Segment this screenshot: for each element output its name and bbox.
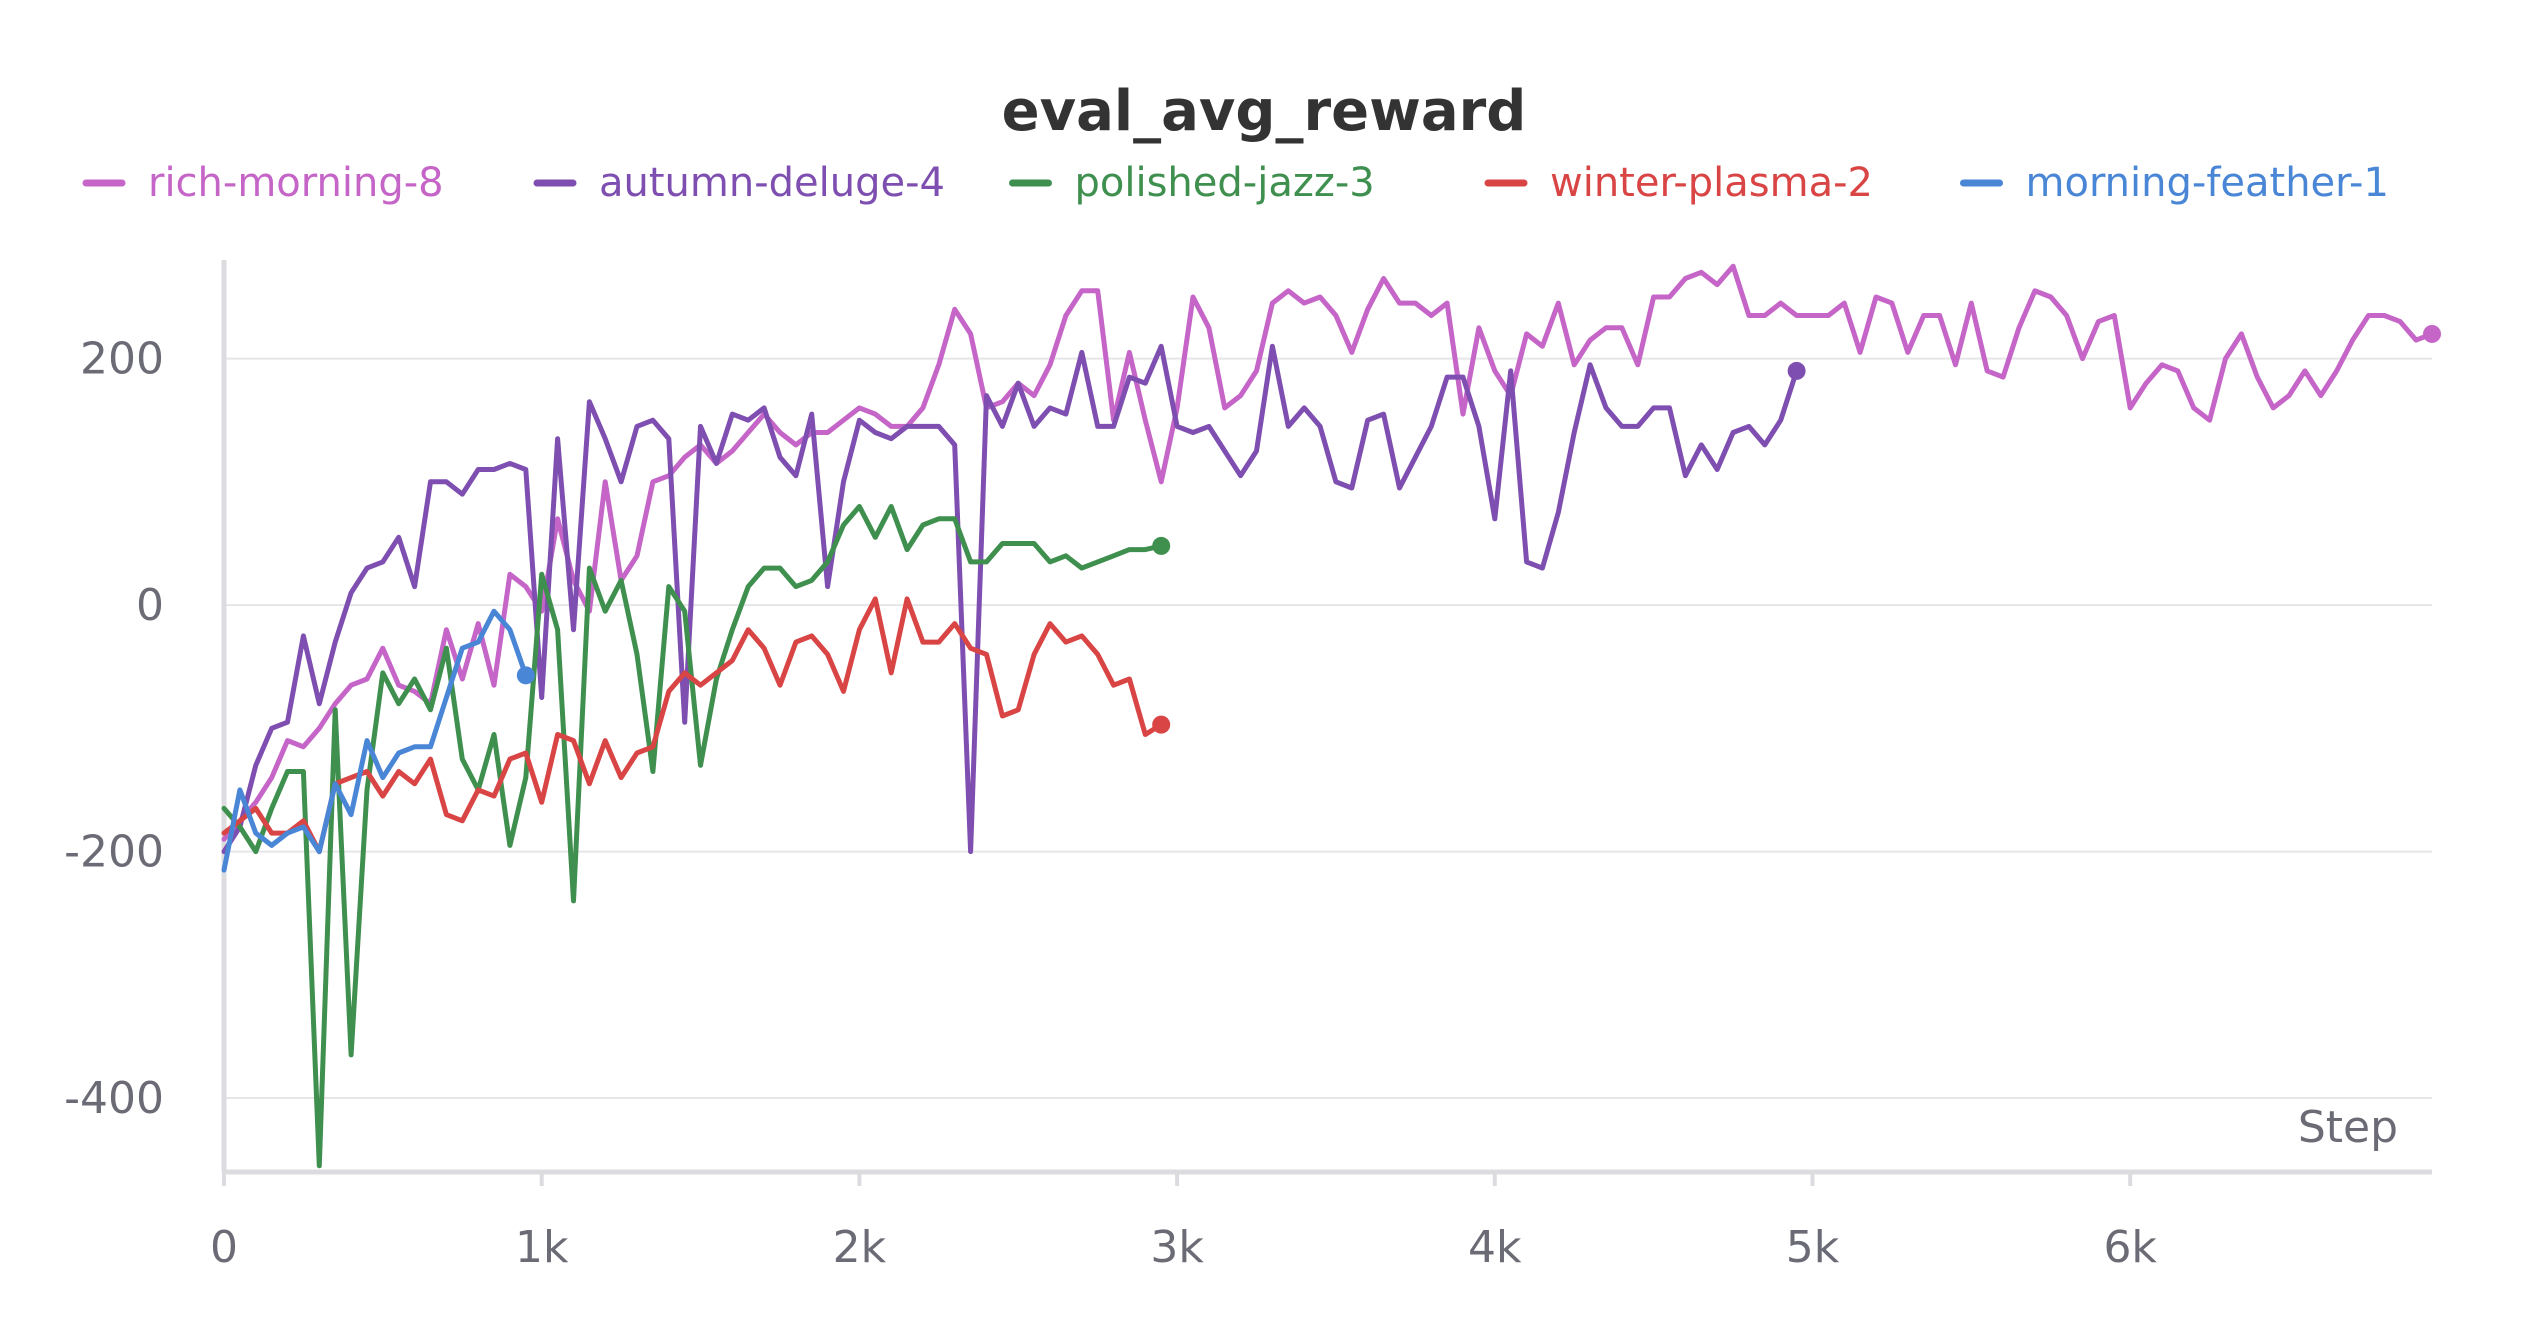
axes: 200 0 -200 -400 0 1k 2k 3k 4k 5k 6k bbox=[64, 260, 2432, 1273]
series-line-autumn-deluge-4 bbox=[221, 343, 1800, 855]
x-tick-label: 6k bbox=[2103, 1222, 2157, 1273]
x-tick-label: 0 bbox=[210, 1222, 238, 1273]
y-tick-label: -400 bbox=[64, 1073, 164, 1124]
legend-item-rich-morning-8[interactable]: rich-morning-8 bbox=[82, 160, 444, 206]
legend-item-winter-plasma-2[interactable]: winter-plasma-2 bbox=[1484, 160, 1873, 206]
legend-item-autumn-deluge-4[interactable]: autumn-deluge-4 bbox=[533, 160, 945, 206]
legend-label: polished-jazz-3 bbox=[1075, 160, 1375, 206]
series-line-rich-morning-8 bbox=[221, 263, 2435, 842]
x-tick-label: 5k bbox=[1786, 1222, 1840, 1273]
x-tick-label: 3k bbox=[1150, 1222, 1204, 1273]
legend: rich-morning-8 autumn-deluge-4 polished-ja… bbox=[82, 160, 2389, 206]
x-axis-label: Step bbox=[2298, 1102, 2398, 1153]
legend-label: morning-feather-1 bbox=[2026, 160, 2389, 206]
legend-item-polished-jazz-3[interactable]: polished-jazz-3 bbox=[1009, 160, 1375, 206]
series-endpoint-winter-plasma-2 bbox=[1152, 715, 1171, 734]
y-tick-label: 0 bbox=[136, 580, 164, 631]
series-line-polished-jazz-3 bbox=[221, 504, 1164, 1169]
y-tick-label: 200 bbox=[80, 334, 164, 385]
series-endpoint-morning-feather-1 bbox=[516, 666, 535, 685]
x-tick-label: 2k bbox=[833, 1222, 887, 1273]
series-endpoint-rich-morning-8 bbox=[2423, 324, 2441, 343]
legend-label: autumn-deluge-4 bbox=[599, 160, 945, 206]
y-tick-label: -200 bbox=[64, 827, 164, 878]
x-tick-label: 4k bbox=[1468, 1222, 1522, 1273]
series-endpoint-autumn-deluge-4 bbox=[1787, 361, 1806, 380]
legend-item-morning-feather-1[interactable]: morning-feather-1 bbox=[1960, 160, 2389, 206]
legend-label: winter-plasma-2 bbox=[1550, 160, 1873, 206]
x-tick-label: 1k bbox=[515, 1222, 569, 1273]
series-line-winter-plasma-2 bbox=[221, 596, 1164, 855]
legend-label: rich-morning-8 bbox=[148, 160, 444, 206]
chart-title: eval_avg_reward bbox=[1002, 79, 1527, 144]
series-endpoint-polished-jazz-3 bbox=[1152, 536, 1171, 555]
series-line-morning-feather-1 bbox=[221, 608, 529, 873]
series-lines bbox=[221, 263, 2441, 1169]
